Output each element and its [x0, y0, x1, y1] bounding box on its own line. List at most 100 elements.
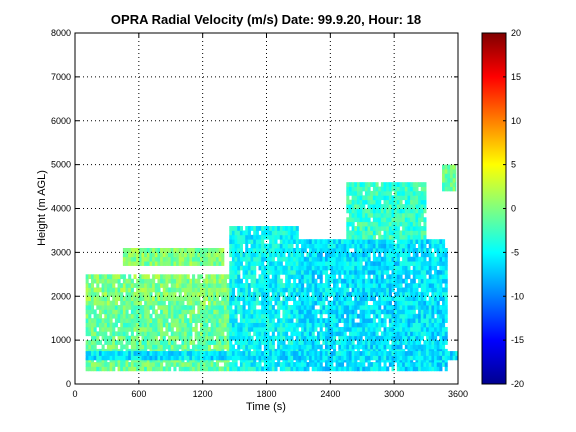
velocity-cell-3 [279, 287, 283, 293]
velocity-cell-0 [197, 366, 201, 372]
velocity-cell-0 [109, 309, 113, 315]
velocity-cell-0 [186, 331, 190, 337]
velocity-cell-4 [444, 309, 448, 315]
velocity-cell-4 [442, 322, 446, 328]
velocity-cell-5 [391, 182, 395, 187]
velocity-cell-7 [253, 351, 257, 356]
velocity-cell-2 [221, 247, 225, 253]
velocity-cell-3 [234, 283, 238, 288]
velocity-cell-3 [253, 278, 257, 284]
velocity-cell-1 [152, 274, 156, 280]
velocity-cell-4 [346, 340, 350, 345]
velocity-cell-4 [317, 256, 321, 262]
velocity-cell-0 [104, 309, 108, 315]
velocity-cell-0 [114, 344, 118, 350]
velocity-cell-4 [431, 322, 435, 328]
velocity-cell-4 [383, 243, 387, 249]
y-tick-label: 8000 [51, 28, 71, 38]
velocity-cell-4 [410, 287, 414, 293]
velocity-cell-5 [399, 186, 403, 192]
velocity-cell-1 [170, 278, 174, 284]
velocity-cell-4 [410, 340, 414, 345]
velocity-cell-4 [428, 300, 432, 306]
velocity-cell-4 [346, 278, 350, 284]
velocity-cell-4 [362, 239, 366, 244]
velocity-cell-0 [165, 305, 169, 310]
velocity-cell-7 [170, 351, 174, 356]
velocity-cell-1 [221, 274, 225, 280]
velocity-cell-0 [200, 344, 204, 350]
velocity-cell-1 [157, 274, 161, 280]
velocity-cell-3 [287, 283, 291, 288]
velocity-cell-4 [322, 247, 326, 253]
velocity-cell-4 [309, 318, 313, 323]
velocity-cell-0 [194, 362, 198, 367]
velocity-cell-4 [436, 252, 440, 258]
velocity-cell-1 [130, 300, 134, 306]
velocity-cell-3 [229, 366, 233, 372]
velocity-cell-3 [239, 318, 243, 323]
velocity-cell-5 [356, 190, 360, 196]
velocity-cell-4 [439, 340, 443, 345]
velocity-cell-1 [138, 296, 142, 302]
velocity-cell-7 [290, 355, 294, 361]
velocity-cell-1 [136, 278, 140, 284]
velocity-cell-1 [170, 291, 174, 297]
velocity-cell-4 [404, 300, 408, 306]
velocity-cell-4 [348, 344, 353, 350]
velocity-cell-3 [229, 269, 233, 275]
velocity-cell-3 [295, 247, 299, 253]
velocity-cell-3 [274, 274, 278, 280]
velocity-cell-3 [229, 265, 233, 271]
velocity-cell-4 [343, 247, 347, 253]
velocity-cell-1 [128, 291, 132, 297]
velocity-cell-3 [229, 309, 233, 315]
velocity-cell-4 [359, 252, 363, 258]
velocity-cell-3 [277, 326, 281, 332]
velocity-cell-5 [380, 190, 384, 196]
velocity-cell-4 [431, 300, 435, 306]
velocity-cell-4 [317, 340, 321, 345]
velocity-cell-5 [410, 190, 414, 196]
velocity-cell-4 [423, 269, 427, 275]
velocity-cell-4 [410, 362, 414, 367]
velocity-cell-4 [428, 309, 432, 315]
velocity-cell-3 [279, 243, 283, 249]
velocity-cell-0 [160, 362, 164, 367]
velocity-cell-3 [271, 230, 275, 236]
velocity-cell-3 [277, 344, 281, 350]
velocity-cell-4 [311, 274, 315, 280]
velocity-cell-1 [104, 300, 108, 306]
velocity-cell-0 [141, 340, 145, 345]
velocity-cell-0 [96, 322, 100, 328]
velocity-cell-4 [375, 326, 379, 332]
velocity-cell-4 [359, 283, 363, 288]
velocity-cell-3 [279, 234, 283, 240]
velocity-cell-3 [274, 335, 278, 341]
velocity-cell-4 [356, 278, 360, 284]
velocity-cell-4 [418, 309, 422, 315]
velocity-cell-4 [375, 362, 379, 367]
velocity-cell-1 [213, 278, 217, 284]
velocity-cell-5 [402, 217, 406, 223]
velocity-cell-4 [402, 256, 406, 262]
velocity-cell-4 [335, 278, 339, 284]
velocity-cell-1 [176, 274, 180, 280]
velocity-cell-5 [418, 217, 422, 223]
velocity-cell-4 [402, 247, 406, 253]
velocity-cell-4 [303, 296, 307, 302]
velocity-cell-0 [215, 335, 220, 341]
velocity-cell-3 [237, 283, 241, 288]
velocity-cell-5 [386, 199, 390, 205]
velocity-cell-3 [261, 234, 265, 240]
velocity-cell-3 [250, 261, 254, 266]
velocity-cell-5 [396, 199, 400, 205]
velocity-cell-4 [402, 331, 406, 337]
velocity-cell-7 [372, 351, 376, 356]
velocity-cell-3 [274, 247, 278, 253]
velocity-cell-1 [146, 283, 150, 288]
velocity-cell-4 [380, 318, 384, 323]
velocity-cell-4 [375, 239, 379, 244]
velocity-cell-5 [375, 186, 379, 192]
velocity-cell-7 [213, 351, 217, 356]
